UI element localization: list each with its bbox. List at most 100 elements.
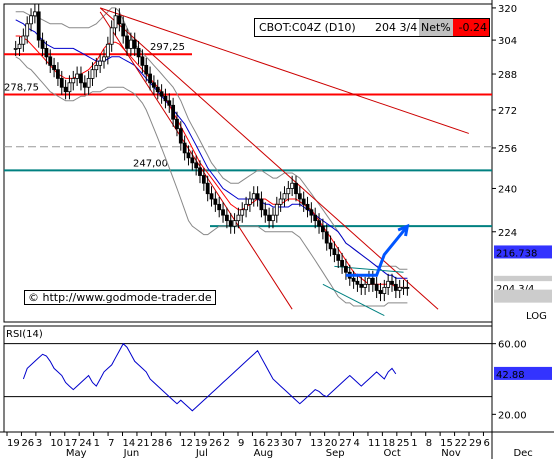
candle: [324, 224, 329, 251]
candle: [198, 160, 202, 184]
candle: [40, 32, 45, 56]
candle-body: [290, 182, 295, 189]
x-tick-label: 15: [440, 438, 453, 449]
candle: [393, 276, 398, 299]
candle-body: [313, 214, 318, 222]
candle: [117, 8, 122, 32]
candle: [378, 282, 383, 302]
level-label: 247,00: [133, 158, 168, 169]
candle-body: [255, 193, 260, 200]
candle-body: [198, 167, 202, 176]
candle: [228, 213, 233, 234]
x-tick-label: 10: [50, 438, 63, 449]
y-tick-label: 256: [498, 144, 517, 155]
net-value-badge: -0.24: [453, 19, 489, 36]
candle-body: [175, 118, 179, 130]
candle-body: [248, 198, 252, 205]
candle-body: [271, 214, 275, 222]
candle: [363, 276, 368, 295]
candle-body: [29, 15, 33, 25]
y-tick-label: 288: [498, 70, 517, 81]
bollinger-lower-line: [15, 56, 408, 307]
x-tick-label: 7: [296, 438, 302, 449]
candle: [205, 175, 210, 202]
projection-arrow-line: [345, 225, 409, 277]
candle-body: [52, 64, 56, 71]
x-tick-label: 25: [397, 438, 410, 449]
candle-body: [152, 82, 156, 88]
x-tick-label: 1: [94, 438, 100, 449]
candle: [332, 241, 337, 263]
x-tick-label: 26: [21, 438, 34, 449]
candle-body: [340, 260, 344, 267]
candle-body: [136, 48, 141, 58]
candle-body: [294, 182, 298, 195]
candle-body: [182, 142, 187, 154]
candle-body: [282, 193, 287, 200]
last-price-label: 204 3/4: [375, 21, 418, 34]
rsi-y-tick-label: 60.00: [498, 340, 527, 351]
month-label: Sep: [326, 448, 345, 459]
candle-body: [301, 198, 306, 205]
candle: [213, 191, 218, 212]
x-tick-label: 22: [455, 438, 468, 449]
candle: [113, 8, 118, 36]
rsi-y-tick-label: 20.00: [498, 410, 527, 421]
candle-body: [344, 265, 348, 273]
candle-body: [86, 78, 91, 88]
candle: [140, 49, 145, 73]
trend-line: [322, 283, 385, 317]
candle: [21, 28, 26, 52]
candle: [294, 175, 298, 202]
x-tick-label: 3: [36, 438, 42, 449]
candle-body: [140, 56, 145, 66]
month-label: Dec: [513, 448, 532, 459]
y-tick-label: 224: [498, 228, 517, 239]
candle: [144, 57, 149, 82]
x-tick-label: 8: [426, 438, 432, 449]
candle: [317, 213, 321, 234]
x-tick-label: 17: [65, 438, 78, 449]
candle-body: [125, 35, 129, 49]
candle-body: [113, 15, 118, 29]
rsi-line: [22, 342, 397, 412]
y-tick-label: 320: [498, 4, 517, 15]
candle-body: [59, 78, 64, 88]
month-label: Jul: [195, 448, 208, 459]
candle-body: [278, 198, 283, 205]
candle: [405, 279, 410, 296]
candle: [328, 235, 333, 257]
candle-body: [374, 283, 379, 291]
candle-body: [205, 182, 210, 195]
candle-body: [56, 69, 60, 79]
candle: [382, 279, 387, 302]
candle: [29, 8, 33, 32]
candle: [278, 191, 283, 212]
candle-body: [17, 43, 22, 49]
candle-body: [144, 64, 149, 75]
candle: [286, 180, 291, 202]
candle-body: [117, 15, 122, 25]
candle: [248, 191, 252, 212]
month-label: Oct: [384, 448, 401, 459]
candle-body: [320, 225, 325, 233]
candle: [52, 57, 56, 78]
candle: [255, 186, 260, 207]
candle: [132, 32, 137, 56]
candle-body: [67, 82, 72, 93]
candle: [171, 97, 176, 127]
candle-body: [159, 91, 164, 97]
candle-body: [105, 43, 110, 58]
candle-body: [171, 104, 176, 120]
candle-body: [286, 188, 291, 195]
candle: [224, 207, 229, 229]
candle: [236, 207, 241, 229]
candle-body: [217, 203, 222, 211]
candle: [190, 150, 195, 171]
candle: [186, 145, 191, 166]
rsi-pane-frame: [3, 325, 493, 433]
candle: [136, 40, 141, 65]
candle: [82, 75, 87, 95]
candle-body: [370, 277, 375, 285]
x-tick-label: 4: [354, 438, 360, 449]
